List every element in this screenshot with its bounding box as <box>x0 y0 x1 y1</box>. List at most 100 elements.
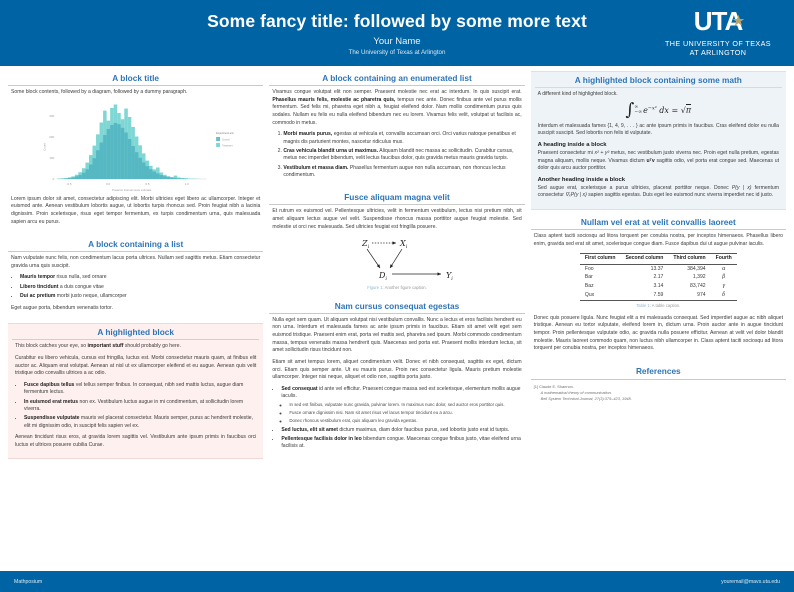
right-column: A highlighted block containing some math… <box>530 71 786 565</box>
list-item-rest: Phasellus fermentum augue non nulla accu… <box>283 164 506 179</box>
block-title: A highlighted block containing some math <box>574 75 742 85</box>
list-item-rest: non ex. Vestibulum luctus augue in mi co… <box>24 398 244 412</box>
page-title: Some fancy title: followed by some more … <box>207 10 587 31</box>
cell-third: 83,742 <box>690 283 706 290</box>
y-axis-ticks: 0 100 200 300 <box>49 114 54 181</box>
list-item-rest: mauris vel placerat consectetur. Mauris … <box>24 415 254 429</box>
svg-text:200: 200 <box>49 135 54 139</box>
paragraph-1: Et rutrum ex euismod vel. Pellentesque u… <box>272 208 522 230</box>
block-a-highlighted-block: A highlighted block This block catches y… <box>8 323 264 460</box>
column-header: First column <box>579 253 621 266</box>
table-header-row: First column Second column Third column … <box>579 253 737 266</box>
enumerated-list: Morbi mauris purus, egestas at vehicula … <box>272 131 521 179</box>
svg-text:Control: Control <box>222 138 230 141</box>
paragraph-4: Sed augue erat, scelerisque a purus ultr… <box>538 185 779 200</box>
block-body: Nam vulputate nunc felis, non condimentu… <box>8 255 263 312</box>
series-control-bars <box>57 122 188 179</box>
divider <box>8 251 264 253</box>
paragraph-2: Etiam sit amet tempus lorem, aliquet con… <box>272 358 522 381</box>
header-text-group: Some fancy title: followed by some more … <box>0 0 794 66</box>
diagram-edges <box>366 241 442 277</box>
block-body: Class aptent taciti sociosqu ad litora t… <box>531 233 786 353</box>
text-c: sagittis odio, vel porta erat congue sed… <box>537 157 779 172</box>
list-item: Dui ac pretium morbi justo neque, ullamc… <box>20 293 260 300</box>
sub-bullet-list: In sed est finibus, vulputate nunc gravi… <box>281 402 521 425</box>
block-title: Nullam vel erat at velit convallis laore… <box>580 217 736 228</box>
sub-list-item: Fusce ornare dignissim nisi. Nam sit ame… <box>289 410 521 416</box>
list-item-lead: Fusce dapibus tellus <box>24 381 75 388</box>
svg-text:Experiment arm: Experiment arm <box>216 131 234 135</box>
x-axis-ticks: -0.5 0.0 0.5 1.0 <box>66 182 189 186</box>
paragraph-2: Interdum et malesuada fames {1, 4, 9, . … <box>537 122 779 137</box>
block-body: Nulla eget sem quam. Ut aliquam volutpat… <box>269 317 524 451</box>
paragraph-intro: Some block contents, followed by a diagr… <box>11 89 188 95</box>
node-Y: Yi <box>446 271 453 282</box>
cell-fourth: β <box>722 274 726 281</box>
divider <box>269 85 525 86</box>
block-body: Vivamus congue volutpat elit non semper.… <box>269 89 524 179</box>
list-item-rest: id ante vel efficitur. Praesent congue m… <box>281 385 521 400</box>
list-item-rest: Aliquam blandit nec massa ac sollicitudi… <box>283 147 514 162</box>
list-item-lead: Sed consequat <box>281 385 318 392</box>
paragraph-1: A different kind of highlighted block. <box>537 91 618 97</box>
svg-text:Treatment: Treatment <box>222 144 233 147</box>
cell-name: Foo <box>584 265 594 272</box>
data-table: First column Second column Third column … <box>579 253 737 302</box>
list-item: Sed luctus, elit sit amet dictum maximus… <box>281 427 521 434</box>
list-item: Sed consequat id ante vel efficitur. Pra… <box>281 386 521 425</box>
divider <box>530 378 786 380</box>
block-body: This block catches your eye, so importan… <box>12 343 259 449</box>
paragraph-lorem: Lorem ipsum dolor sit amet, consectetur … <box>11 195 261 225</box>
heading-a-heading-inside-a-block: A heading inside a block <box>537 141 607 148</box>
divider <box>269 204 525 206</box>
text-c: sapien sagittis egestas. Duis eget leo e… <box>586 192 774 199</box>
figure-caption: Figure 1: Another figure caption. <box>272 285 521 291</box>
bullet-list: Mauris tempor risus nulla, sed ornare Li… <box>11 274 260 300</box>
caption-text: A table caption. <box>651 303 681 309</box>
inline-math-1: x² + y² <box>594 149 610 156</box>
block-nam-cursus-consequat-egestas: Nam cursus consequat egestas Nulla eget … <box>269 298 525 457</box>
text-bold: Phasellus mauris felis, molestie ac phar… <box>272 96 396 103</box>
list-item-lead: Libero tincidunt <box>20 283 59 290</box>
cell-second: 7.59 <box>620 291 669 302</box>
cell-third: 974 <box>668 291 711 302</box>
differential: dx <box>659 105 669 115</box>
svg-text:100: 100 <box>49 156 54 160</box>
block-nullam-vel-erat: Nullam vel erat at velit convallis laore… <box>530 215 786 359</box>
list-item: Fusce dapibus tellus vel tellus semper f… <box>24 382 256 397</box>
text-b: metus, nec vestibulum justo viverra nec.… <box>537 149 779 164</box>
list-item: Mauris tempor risus nulla, sed ornare <box>20 274 260 281</box>
list-item: Morbi mauris purus, egestas at vehicula … <box>283 131 521 146</box>
cell-second: 13.37 <box>650 265 664 272</box>
block-a-block-title: A block title Some block contents, follo… <box>8 71 264 233</box>
column-header: Third column <box>668 253 711 266</box>
y-axis-label: Count <box>42 143 46 151</box>
list-item: Cras vehicula blandit urna ut maximus. A… <box>283 148 521 163</box>
text-b: fermentum consectetur <box>537 184 779 199</box>
block-title: Fusce aliquam magna velit <box>344 192 450 203</box>
left-column: A block title Some block contents, follo… <box>8 71 264 565</box>
equation-gaussian-integral: ∫∞ −∞e−x² dx = √π <box>625 99 692 120</box>
divider <box>269 312 525 314</box>
node-Z: Zi <box>361 239 370 250</box>
list-item: In euismod erat metus non ex. Vestibulum… <box>24 399 256 414</box>
list-item-rest: egestas at vehicula et, convallis accums… <box>283 131 516 145</box>
list-item: Pellentesque facilisis dolor in leo bibe… <box>281 436 521 451</box>
cell-second: 3.14 <box>653 283 664 290</box>
list-item-rest: risus nulla, sed ornare <box>55 274 107 281</box>
list-item-lead: Mauris tempor <box>20 274 56 281</box>
block-title: A block title <box>112 73 160 83</box>
paragraph-intro: Nam vulputate nunc felis, non condimentu… <box>11 255 261 269</box>
chart-canvas: 0 100 200 300 -0.5 0.0 0.5 1.0 <box>14 101 257 193</box>
sub-list-item: Donec rhoncus vestibulum erat, quis aliq… <box>289 418 521 424</box>
list-item: Vestibulum et massa diam. Phasellus ferm… <box>283 165 521 180</box>
svg-text:0.5: 0.5 <box>145 182 149 186</box>
paragraph-1: Nulla eget sem quam. Ut aliquam volutpat… <box>272 316 522 354</box>
footer-left-text: Mathposium <box>14 578 43 585</box>
divider <box>534 87 782 88</box>
poster-footer: Mathposium youremail@mavs.uta.edu <box>0 571 794 592</box>
uta-logo: UTA ★ THE UNIVERSITY OF TEXAS AT ARLINGT… <box>658 8 778 57</box>
text-a: Praesent consectetur mi <box>537 149 595 156</box>
reference-number: [1] <box>533 383 538 389</box>
block-a-block-containing-a-list: A block containing a list Nam vulputate … <box>8 237 264 319</box>
